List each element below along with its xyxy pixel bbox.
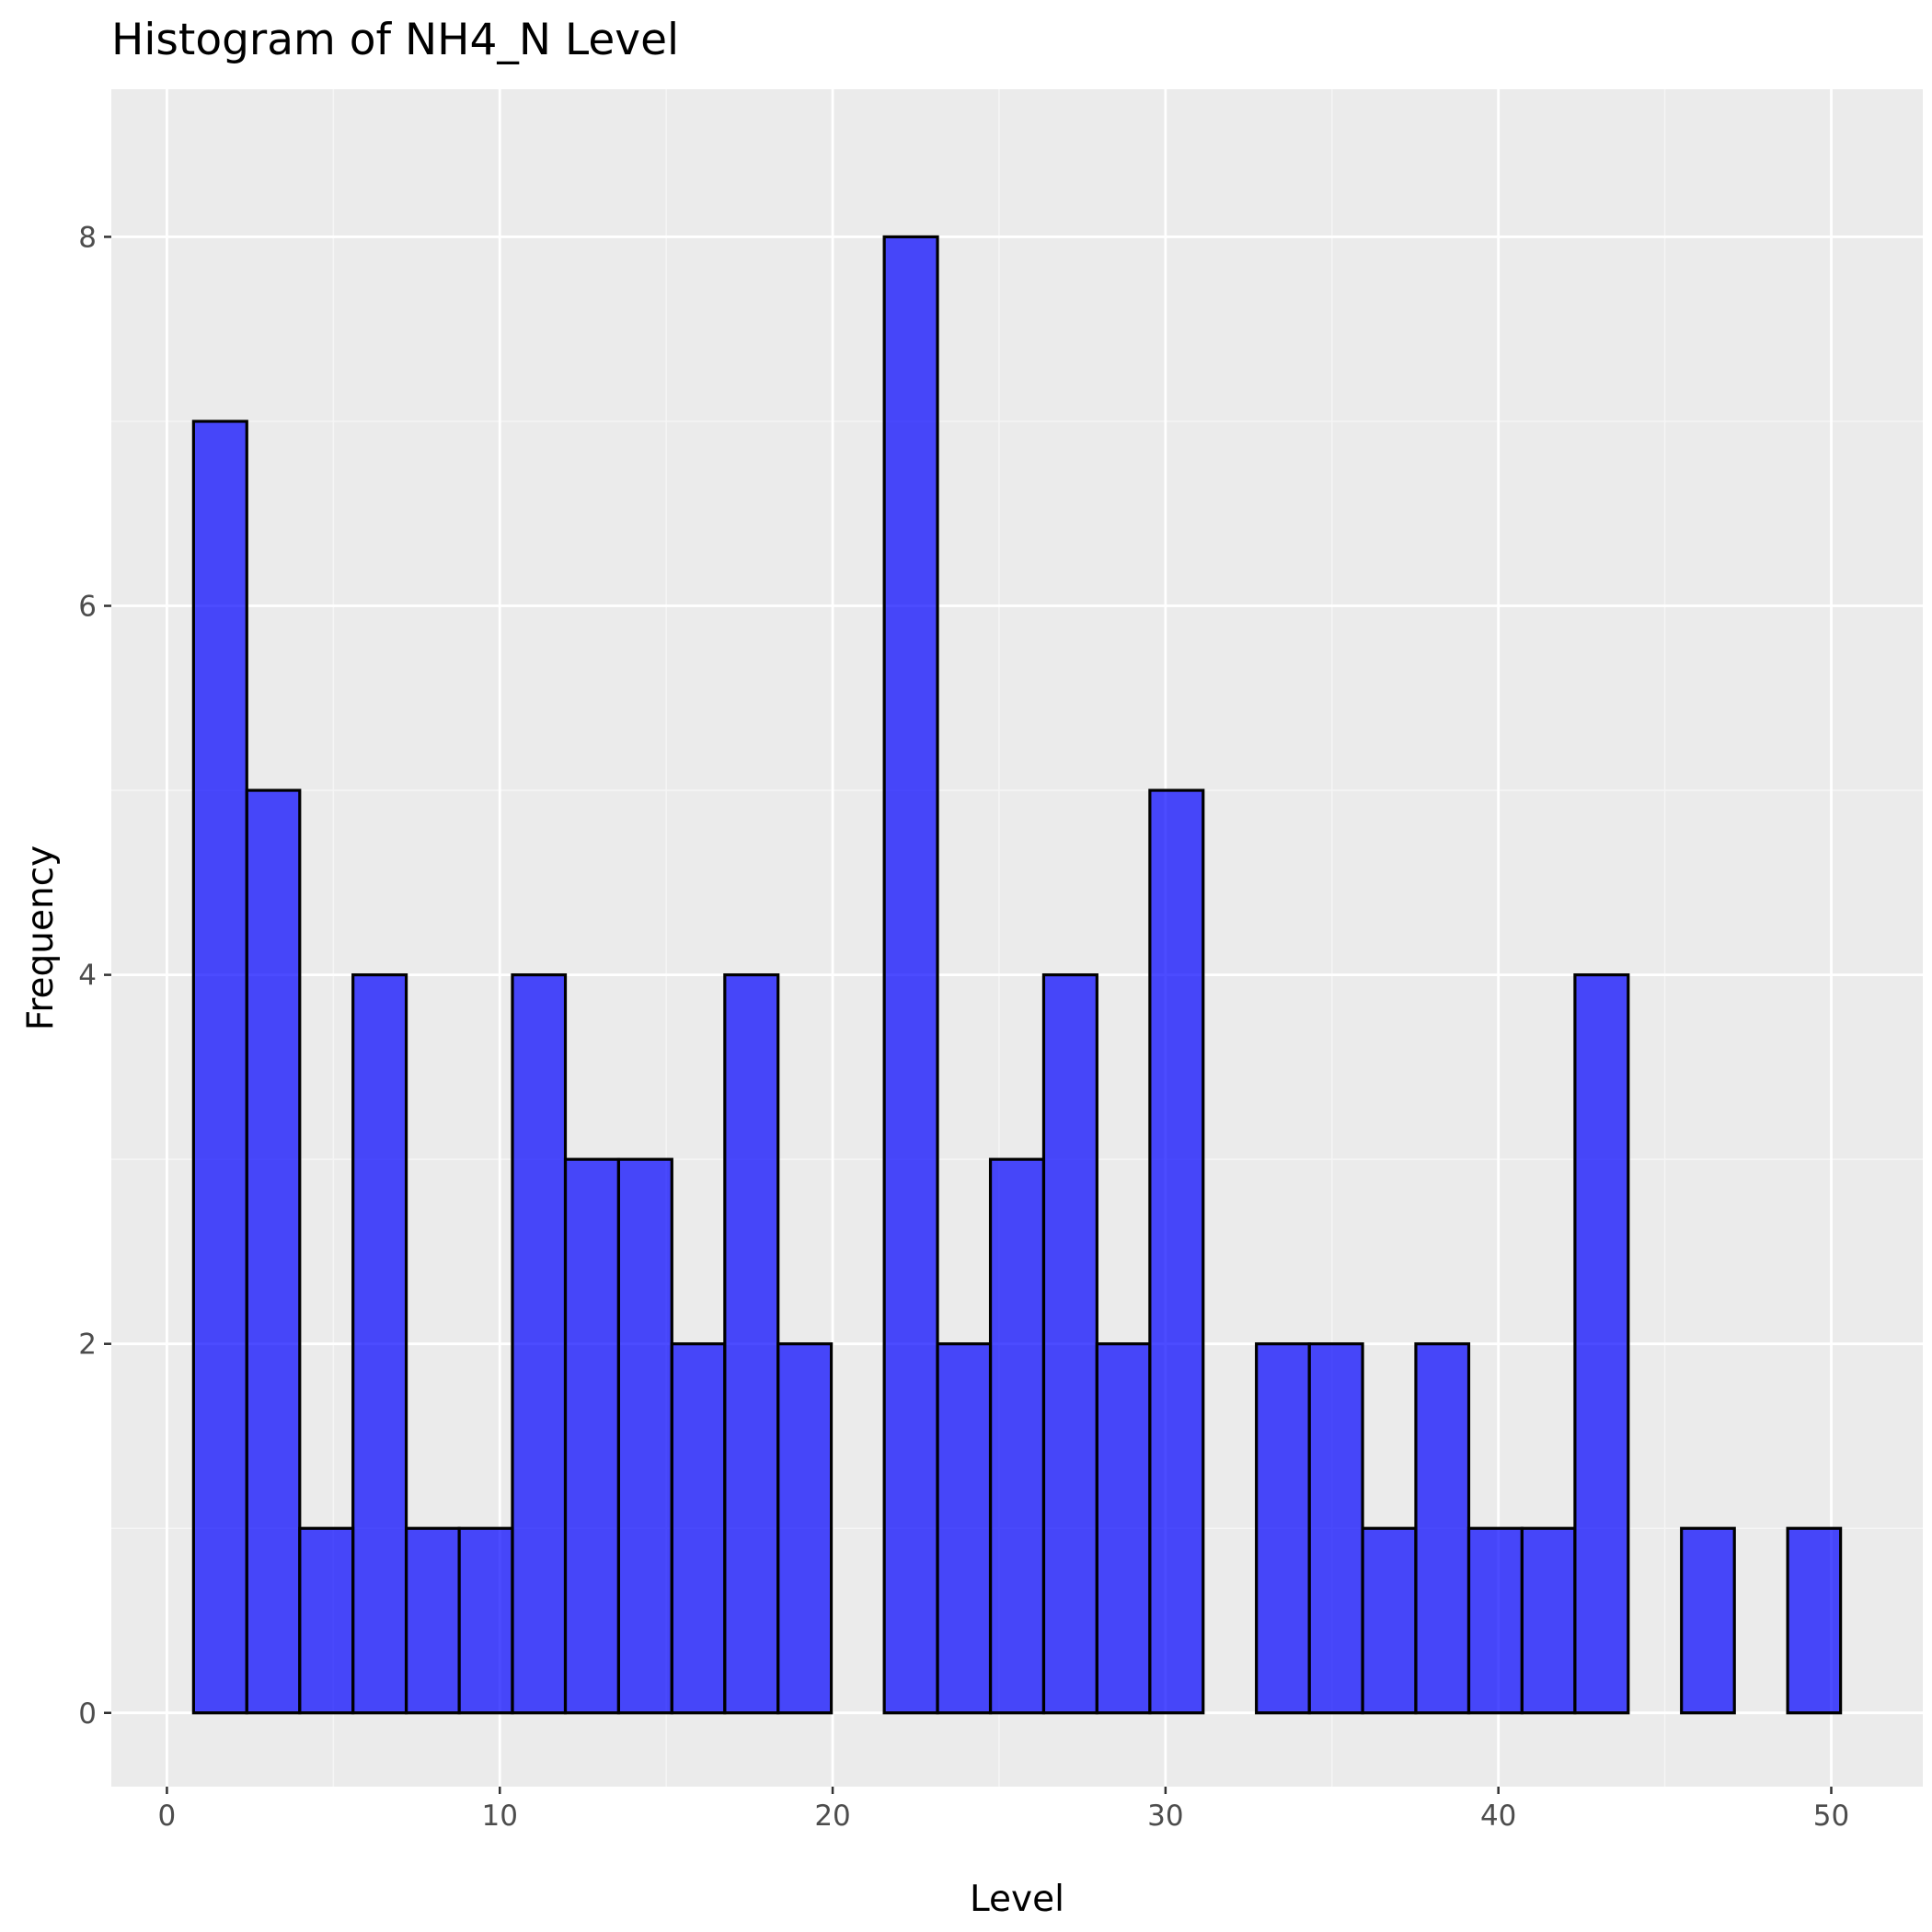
histogram-bar bbox=[882, 235, 939, 1715]
histogram-bar bbox=[1520, 1526, 1577, 1715]
histogram-bar bbox=[1361, 1526, 1418, 1715]
histogram-bar bbox=[1573, 973, 1630, 1715]
chart-title: Histogram of NH4_N Level bbox=[111, 15, 679, 65]
histogram-bar bbox=[1786, 1526, 1843, 1715]
histogram-bar bbox=[936, 1342, 993, 1715]
histogram-bar bbox=[1414, 1342, 1471, 1715]
y-axis-title: Frequency bbox=[20, 845, 62, 1030]
y-tick-label: 6 bbox=[78, 591, 97, 624]
x-tick-label: 50 bbox=[1813, 1800, 1849, 1833]
histogram-bar bbox=[298, 1526, 355, 1715]
histogram-bar bbox=[1095, 1342, 1152, 1715]
histogram-bar bbox=[1680, 1526, 1736, 1715]
histogram-bar bbox=[563, 1157, 621, 1715]
x-tick-label: 30 bbox=[1147, 1800, 1183, 1833]
histogram-bar bbox=[1466, 1526, 1524, 1715]
histogram-bar bbox=[245, 788, 302, 1715]
x-axis: 0 10 20 30 40 50 bbox=[158, 1787, 1849, 1833]
x-tick-label: 0 bbox=[158, 1800, 177, 1833]
x-axis-title: Level bbox=[970, 1879, 1064, 1920]
x-tick-label: 20 bbox=[814, 1800, 850, 1833]
histogram-bar bbox=[988, 1157, 1046, 1715]
y-tick-label: 2 bbox=[78, 1328, 97, 1362]
histogram-bar bbox=[616, 1157, 673, 1715]
histogram-bar bbox=[670, 1342, 727, 1715]
y-tick-label: 8 bbox=[78, 221, 97, 254]
histogram-bar bbox=[511, 973, 568, 1715]
y-tick-label: 4 bbox=[78, 960, 97, 993]
x-tick-label: 40 bbox=[1480, 1800, 1516, 1833]
histogram-bars bbox=[191, 235, 1843, 1715]
histogram-bar bbox=[1041, 973, 1098, 1715]
histogram-bar bbox=[404, 1526, 461, 1715]
y-axis: 0 2 4 6 8 bbox=[78, 221, 111, 1731]
histogram-bar bbox=[1255, 1342, 1311, 1715]
histogram-bar bbox=[723, 973, 780, 1715]
histogram-bar bbox=[776, 1342, 834, 1715]
histogram-bar bbox=[191, 420, 248, 1715]
histogram-bar bbox=[351, 973, 408, 1715]
x-tick-label: 10 bbox=[482, 1800, 518, 1833]
histogram-bar bbox=[457, 1526, 514, 1715]
histogram-bar bbox=[1148, 788, 1205, 1715]
y-tick-label: 0 bbox=[78, 1697, 97, 1731]
histogram-bar bbox=[1307, 1342, 1364, 1715]
